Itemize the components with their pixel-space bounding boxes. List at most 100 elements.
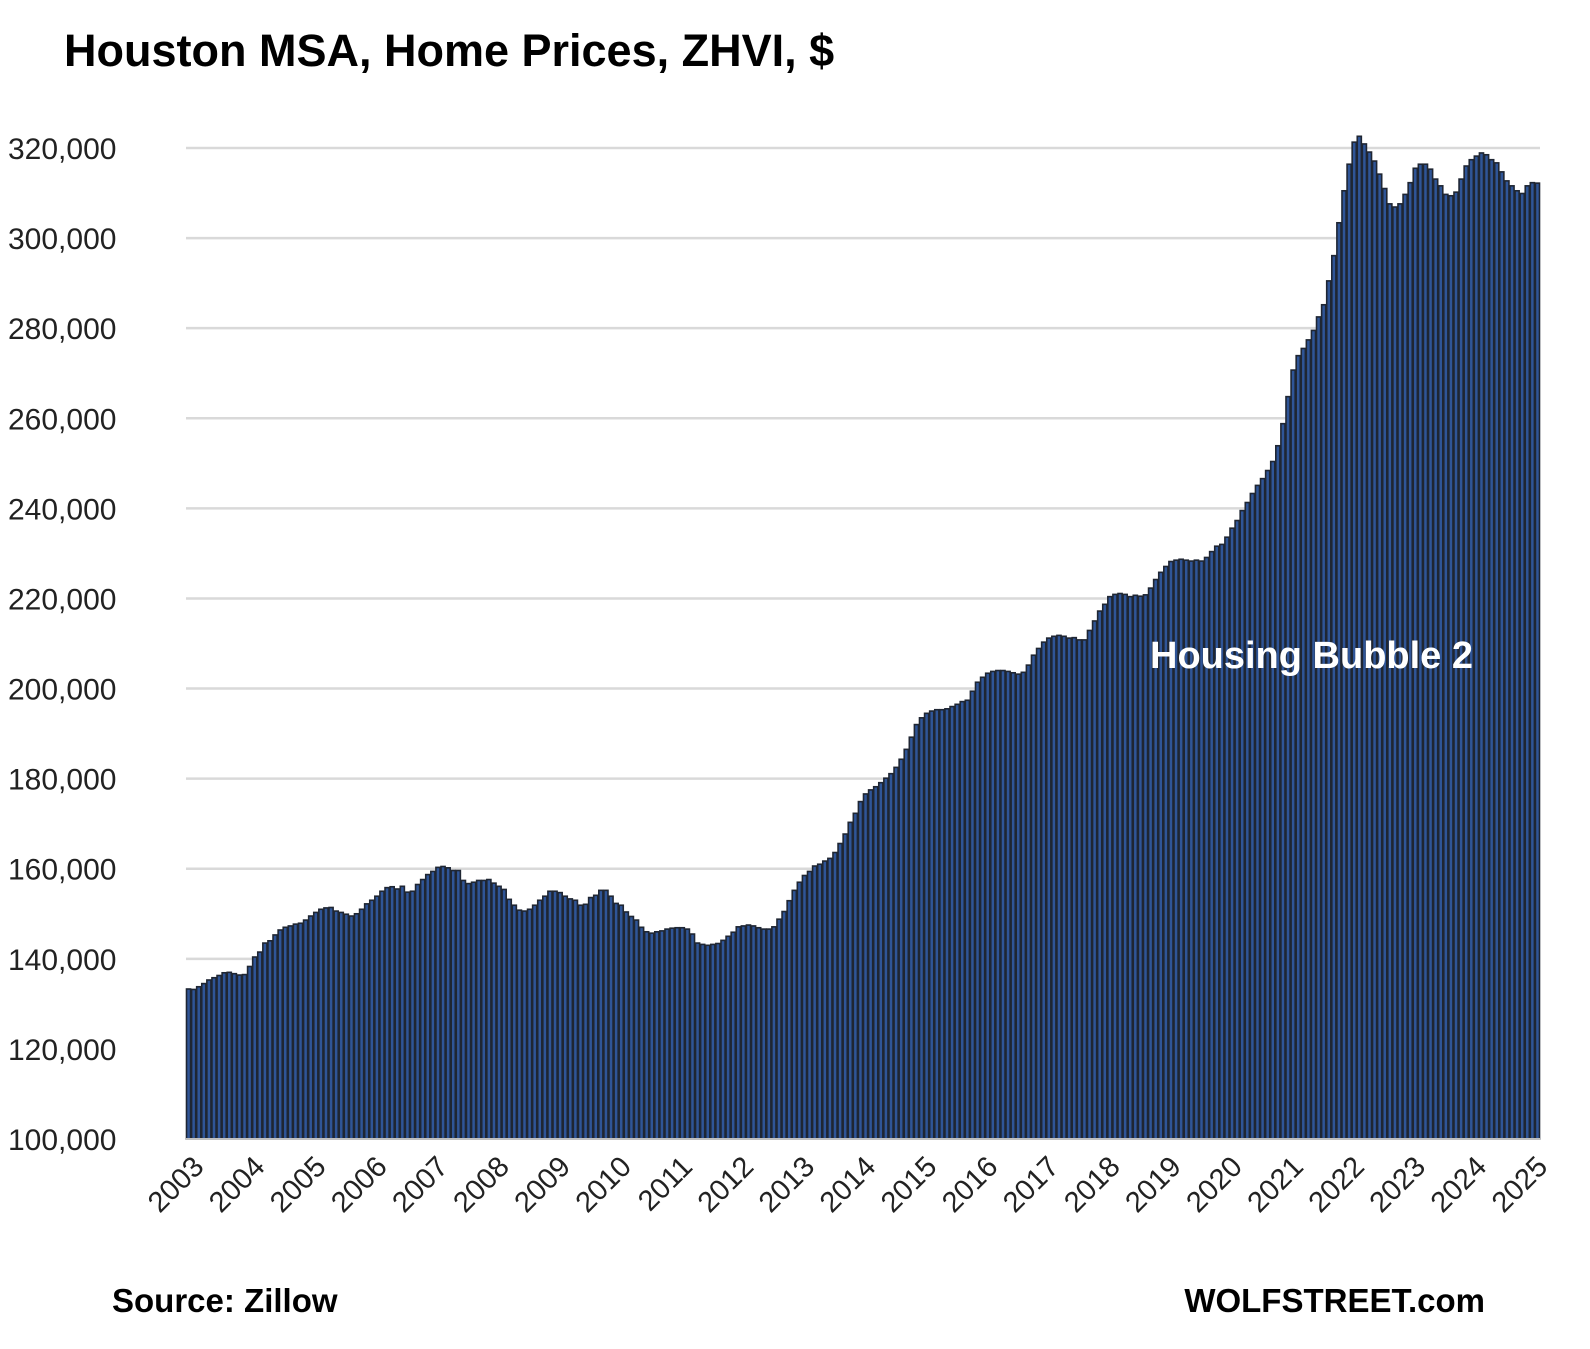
bar [1015,673,1022,1140]
bar [791,889,798,1140]
brand-label: WOLFSTREET.com [1184,1282,1485,1319]
x-tick-label: 2018 [1058,1151,1126,1219]
bar [338,911,345,1140]
bar [547,890,553,1140]
bar [414,883,421,1140]
bar [1504,180,1510,1140]
bar [648,932,655,1140]
bar [343,913,350,1140]
bar [399,885,406,1140]
bar [1325,280,1332,1140]
bar [923,712,930,1140]
bar [1519,192,1526,1140]
bar [552,890,558,1140]
bar [669,927,675,1140]
bar [226,971,233,1140]
bar [944,708,950,1140]
bar [445,867,451,1140]
bar [939,708,945,1140]
bar [1076,639,1083,1140]
bar [598,889,604,1140]
bar [1091,620,1098,1140]
bar [694,942,701,1140]
bar [842,833,849,1140]
bar [455,869,462,1140]
bar [1295,354,1302,1140]
bar [297,922,304,1140]
bar [618,904,625,1140]
x-tick-label: 2025 [1486,1151,1554,1219]
bar [888,772,894,1140]
bar [1300,347,1307,1140]
bar [1514,189,1520,1140]
bar [501,888,507,1140]
bar [526,908,533,1140]
bar [318,908,324,1140]
bar [1264,469,1271,1140]
bar [1509,185,1515,1140]
bar [1045,637,1052,1140]
bar [1285,395,1291,1140]
bar [267,939,273,1140]
bar [1498,171,1505,1140]
bar [628,915,635,1140]
x-tick-label: 2012 [692,1151,760,1219]
bar [531,904,538,1140]
bar [969,690,976,1140]
x-tick-label: 2007 [386,1151,454,1219]
bar [256,951,263,1140]
bar [542,895,548,1140]
x-tick-label: 2008 [447,1151,515,1219]
bar [302,919,309,1140]
bar [623,911,630,1140]
bar [1483,153,1490,1140]
bar [272,934,278,1140]
bar [699,943,706,1140]
bar [1056,634,1062,1140]
bar [450,869,457,1140]
bar [1005,670,1011,1140]
x-tick-label: 2024 [1425,1151,1493,1219]
bar [821,860,828,1140]
bar [974,681,981,1140]
bar [236,974,243,1140]
bar [959,700,966,1140]
bar [847,821,854,1140]
bar [475,879,482,1140]
bar [470,881,477,1140]
annotation-housing-bubble-2: Housing Bubble 2 [1150,635,1473,677]
bar [409,890,416,1140]
bar [1239,509,1246,1140]
bar [1081,639,1088,1140]
y-tick-label: 280,000 [8,313,116,346]
bar [852,812,859,1140]
bar [964,699,971,1140]
bar [379,890,385,1140]
bar [496,885,502,1140]
bar [715,942,721,1140]
bar [536,899,543,1140]
x-tick-label: 2017 [997,1151,1065,1219]
bar [933,708,940,1140]
bar [368,899,375,1140]
x-tick-label: 2004 [203,1151,271,1219]
bar [1025,664,1032,1140]
bar [898,758,905,1140]
bar [460,879,467,1140]
bar [684,928,691,1140]
bar [572,899,579,1140]
bar [725,935,731,1140]
bar [949,705,955,1140]
bar [674,926,681,1140]
bar [511,904,518,1140]
x-tick-label: 2013 [753,1151,821,1219]
bar [394,888,401,1140]
bar [745,924,752,1140]
bar [1035,647,1042,1140]
bar [1132,594,1139,1140]
bar [358,908,365,1140]
bar [1310,329,1317,1140]
bar [730,931,737,1140]
source-label: Source: Zillow [112,1282,338,1319]
